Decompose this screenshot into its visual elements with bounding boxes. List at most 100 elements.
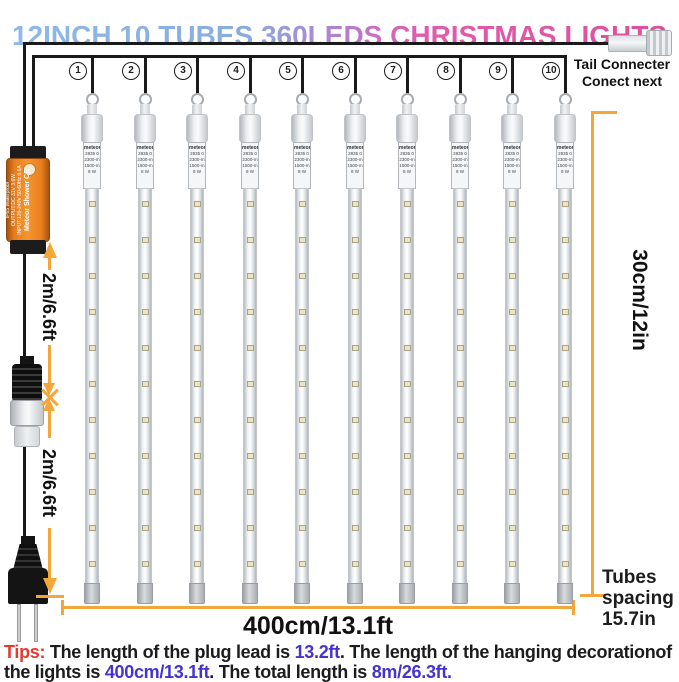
tube-label-line: 8 W xyxy=(140,169,149,174)
tube-label-line: 2835 0 xyxy=(505,151,519,156)
led-chip xyxy=(247,273,254,279)
led-chip xyxy=(194,525,201,531)
tube-label-line: 1500-m xyxy=(84,163,100,168)
connector-male xyxy=(12,364,42,402)
tube-label-line: 8 W xyxy=(402,169,411,174)
lead-wire-lower xyxy=(23,444,26,540)
led-chip xyxy=(142,237,149,243)
led-chip xyxy=(142,381,149,387)
led-chip xyxy=(299,489,306,495)
tips-segment: The length of the plug lead is xyxy=(45,642,295,662)
led-chip xyxy=(352,201,359,207)
led-chip xyxy=(247,453,254,459)
led-chip xyxy=(562,525,569,531)
measure-line xyxy=(48,528,51,580)
led-chip xyxy=(247,309,254,315)
tube-cap-nub xyxy=(140,104,150,116)
led-chip xyxy=(89,309,96,315)
plug-body xyxy=(8,568,48,604)
led-chip xyxy=(404,309,411,315)
led-chip xyxy=(404,237,411,243)
led-chip xyxy=(194,345,201,351)
led-chip xyxy=(509,489,516,495)
tail-connector-graphic xyxy=(608,35,648,52)
tube-cap-nub xyxy=(192,104,202,116)
lead-wire-upper xyxy=(23,252,26,360)
tube-bottom-cap xyxy=(294,583,310,604)
led-chip xyxy=(352,561,359,567)
meteor-tube: 2 meteor 2835 0 2300-m 1500-m 8 W xyxy=(121,62,169,607)
tube-label-line: meteor xyxy=(399,145,416,151)
main-wire-top xyxy=(23,42,612,45)
led-chip xyxy=(457,453,464,459)
led-chip xyxy=(404,525,411,531)
tube-length-label: 30cm/12in xyxy=(628,249,651,351)
led-chip xyxy=(457,237,464,243)
tube-label-line: meteor xyxy=(294,145,311,151)
tube-label-line: 2300-m xyxy=(84,157,100,162)
tube-length-tick-top xyxy=(591,111,617,114)
tube-number-badge: 8 xyxy=(437,62,455,80)
tube-label-line: 2300-m xyxy=(347,157,363,162)
tube-cap-nub xyxy=(507,104,517,116)
tube-label-line: 1500-m xyxy=(557,163,573,168)
measure-arrow-up-icon xyxy=(43,242,57,258)
tube-bottom-cap xyxy=(189,583,205,604)
tube-label-line: 2300-m xyxy=(557,157,573,162)
led-chip xyxy=(247,237,254,243)
tube-cap-nub xyxy=(455,104,465,116)
meteor-tube: 8 meteor 2835 0 2300-m 1500-m 8 W xyxy=(436,62,484,607)
tube-body xyxy=(295,188,309,585)
led-chip xyxy=(194,309,201,315)
led-chip xyxy=(352,525,359,531)
string-wire xyxy=(32,55,566,58)
led-chip xyxy=(509,345,516,351)
led-chip xyxy=(194,381,201,387)
led-chip xyxy=(89,201,96,207)
led-chip xyxy=(352,273,359,279)
drop-wire xyxy=(144,55,147,95)
drop-wire xyxy=(511,55,514,95)
led-chip xyxy=(509,381,516,387)
tips-value: 400cm/13.1ft xyxy=(104,661,210,682)
led-chip xyxy=(509,453,516,459)
tube-label-line: 8 W xyxy=(297,169,306,174)
led-chip xyxy=(562,237,569,243)
tube-label-line: 8 W xyxy=(455,169,464,174)
measure-line xyxy=(48,410,51,438)
tube-label-line: 2835 0 xyxy=(138,151,152,156)
led-chip xyxy=(247,345,254,351)
led-chip xyxy=(562,381,569,387)
adapter-logo-icon xyxy=(23,163,36,176)
tube-label-line: 2835 0 xyxy=(558,151,572,156)
page-title: 12INCH 10 TUBES 360LEDS CHRISTMAS LIGHTS xyxy=(0,20,679,52)
led-chip xyxy=(194,489,201,495)
tips-text: Tips: The length of the plug lead is 13.… xyxy=(4,642,676,682)
tube-label-line: 2300-m xyxy=(504,157,520,162)
tube-label-line: 8 W xyxy=(560,169,569,174)
led-chip xyxy=(194,201,201,207)
tube-bottom-cap xyxy=(242,583,258,604)
tube-cap xyxy=(396,114,418,143)
led-chip xyxy=(142,561,149,567)
tube-label-line: meteor xyxy=(452,145,469,151)
tube-cap-nub xyxy=(402,104,412,116)
plug-prong xyxy=(34,604,38,642)
led-chip xyxy=(89,273,96,279)
led-chip xyxy=(509,561,516,567)
tube-label-line: meteor xyxy=(84,145,101,151)
led-chip xyxy=(509,201,516,207)
tube-body xyxy=(558,188,572,585)
tube-label-line: 8 W xyxy=(87,169,96,174)
tube-label-line: meteor xyxy=(137,145,154,151)
led-chip xyxy=(562,489,569,495)
tube-number-badge: 4 xyxy=(227,62,245,80)
led-chip xyxy=(89,345,96,351)
led-chip xyxy=(247,381,254,387)
measure-end-tick xyxy=(36,595,64,598)
led-chip xyxy=(404,417,411,423)
total-width-label: 400cm/13.1ft xyxy=(242,612,394,640)
led-chip xyxy=(247,525,254,531)
tube-label-line: 2300-m xyxy=(399,157,415,162)
led-chip xyxy=(404,381,411,387)
